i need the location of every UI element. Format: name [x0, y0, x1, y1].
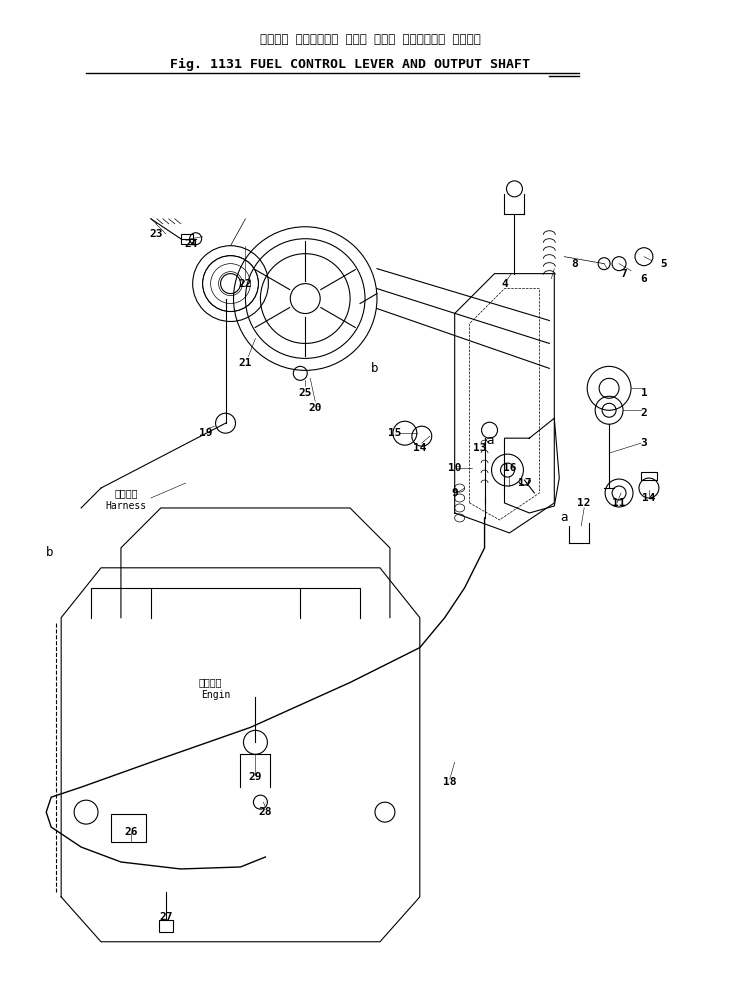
Text: a: a	[486, 434, 494, 447]
Text: 5: 5	[661, 258, 667, 268]
Text: フェエル コントロール レバー および アウトプット シャフト: フェエル コントロール レバー および アウトプット シャフト	[259, 33, 480, 46]
Bar	[641, 472, 657, 480]
Text: a: a	[560, 511, 568, 524]
Text: 4: 4	[501, 278, 508, 288]
Text: 8: 8	[571, 258, 578, 268]
Text: 14: 14	[413, 443, 426, 453]
Text: 18: 18	[443, 777, 457, 787]
Text: Harness: Harness	[106, 501, 146, 511]
Text: 25: 25	[299, 388, 312, 398]
Bar	[181, 234, 193, 244]
Text: 19: 19	[199, 428, 212, 438]
Text: 23: 23	[149, 229, 163, 239]
Bar	[111, 814, 146, 842]
Text: 17: 17	[517, 478, 531, 488]
Text: 12: 12	[577, 498, 591, 508]
Text: Engin: Engin	[201, 691, 231, 701]
Bar	[159, 920, 173, 932]
Text: 10: 10	[448, 463, 461, 473]
Text: 7: 7	[621, 268, 627, 278]
Text: 20: 20	[308, 403, 322, 413]
Text: 21: 21	[239, 358, 252, 368]
Polygon shape	[505, 418, 559, 513]
Text: 2: 2	[641, 408, 647, 418]
Text: 24: 24	[184, 239, 197, 249]
Text: 6: 6	[641, 273, 647, 283]
Text: ハーネス: ハーネス	[114, 488, 137, 498]
Text: エンジン: エンジン	[199, 678, 222, 688]
Text: 26: 26	[124, 827, 137, 837]
Text: 16: 16	[503, 463, 517, 473]
Text: 29: 29	[249, 772, 262, 782]
Text: 15: 15	[388, 428, 402, 438]
Text: 11: 11	[613, 498, 626, 508]
Text: b: b	[46, 546, 53, 559]
Polygon shape	[454, 273, 554, 533]
Text: 28: 28	[259, 807, 272, 817]
Text: 13: 13	[473, 443, 486, 453]
Text: 14: 14	[642, 493, 655, 503]
Polygon shape	[61, 568, 420, 942]
Text: 1: 1	[641, 388, 647, 398]
Text: 9: 9	[452, 488, 458, 498]
Text: b: b	[371, 362, 378, 375]
Text: 3: 3	[641, 438, 647, 448]
Text: Fig. 1131 FUEL CONTROL LEVER AND OUTPUT SHAFT: Fig. 1131 FUEL CONTROL LEVER AND OUTPUT …	[170, 58, 530, 71]
Text: 27: 27	[159, 912, 172, 922]
Text: 22: 22	[239, 278, 252, 288]
